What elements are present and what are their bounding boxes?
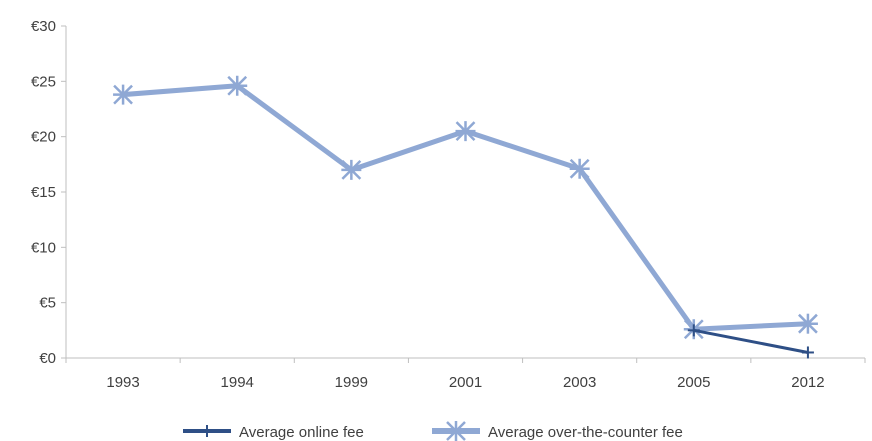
data-point [455, 121, 476, 142]
series-layer [113, 75, 818, 359]
y-tick-label: €25 [31, 73, 56, 90]
legend-label: Average over-the-counter fee [488, 424, 683, 441]
legend-marker [201, 425, 213, 437]
y-tick-label: €10 [31, 239, 56, 256]
data-point [687, 324, 700, 337]
legend-marker [446, 421, 466, 441]
y-tick-label: €5 [39, 295, 56, 312]
data-point [227, 75, 248, 96]
y-tick-label: €15 [31, 184, 56, 201]
x-tick-label: 2012 [791, 374, 824, 391]
y-tick-label: €0 [39, 350, 56, 367]
chart-legend: Average online fee Average over-the-count… [183, 421, 683, 441]
x-tick-label: 1999 [335, 374, 368, 391]
y-axis-ticks: €0 €5 €10 €15 €20 €25 €30 [31, 18, 66, 367]
data-point [341, 159, 362, 180]
x-axis-ticks: 1993 1994 1999 2001 2003 2005 2012 [65, 358, 866, 391]
chart-axes [65, 26, 865, 359]
legend-item-online-fee: Average online fee [183, 424, 364, 441]
data-point [113, 84, 134, 105]
x-tick-label: 2005 [677, 374, 710, 391]
data-point [801, 346, 814, 359]
series-line [693, 328, 809, 354]
legend-item-over-the-counter-fee: Average over-the-counter fee [432, 421, 683, 441]
x-tick-label: 2003 [563, 374, 596, 391]
y-tick-label: €30 [31, 18, 56, 35]
x-tick-label: 2001 [449, 374, 482, 391]
series-over-the-counter-fee [113, 75, 818, 340]
data-point [797, 313, 818, 334]
y-tick-label: €20 [31, 129, 56, 146]
x-tick-label: 1994 [221, 374, 254, 391]
x-tick-label: 1993 [106, 374, 139, 391]
series-online-fee [687, 324, 814, 359]
legend-label: Average online fee [239, 424, 364, 441]
data-point [569, 158, 590, 179]
